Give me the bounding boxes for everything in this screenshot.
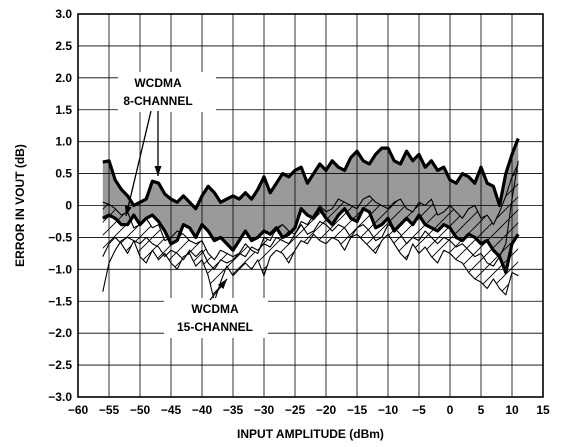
- x-tick-label: −60: [68, 403, 89, 417]
- y-tick-label: 3.0: [55, 7, 72, 21]
- y-tick-label: 2.0: [55, 71, 72, 85]
- y-tick-label: −1.5: [48, 294, 72, 308]
- annotation-arrows: [124, 110, 228, 301]
- y-tick-label: 0: [65, 199, 72, 213]
- arrowhead: [217, 279, 227, 289]
- y-tick-label: −2.0: [48, 326, 72, 340]
- plot-frame: [77, 13, 544, 398]
- y-tick-label: 0.5: [55, 167, 72, 181]
- x-tick-label: −10: [378, 403, 399, 417]
- x-tick-labels: −60 −55 −50 −45 −40 −35 −30 −25 −20 −15 −10 −5 0 5 10 1…: [68, 403, 550, 417]
- y-tick-label: −0.5: [48, 230, 72, 244]
- grid: [77, 13, 544, 398]
- annotations: WCDMA 8-CHANNEL WCDMA 15-CHANNEL: [118, 72, 268, 338]
- y-tick-label: 1.5: [55, 103, 72, 117]
- x-tick-label: −55: [99, 403, 120, 417]
- x-tick-label: −20: [316, 403, 337, 417]
- x-tick-label: −50: [130, 403, 151, 417]
- leader-line: [125, 110, 152, 217]
- x-tick-label: 15: [536, 403, 550, 417]
- annotation-15ch-line1: WCDMA: [191, 302, 239, 316]
- x-tick-label: −40: [192, 403, 213, 417]
- series-line-1: [102, 137, 520, 211]
- x-tick-label: −5: [412, 403, 426, 417]
- x-tick-label: −15: [347, 403, 368, 417]
- annotation-8ch-line1: WCDMA: [134, 76, 182, 90]
- x-tick-label: −45: [161, 403, 182, 417]
- y-tick-label: −1.0: [48, 262, 72, 276]
- annotation-8ch-line2: 8-CHANNEL: [123, 94, 192, 108]
- series-line-3: [102, 163, 519, 261]
- y-tick-label: −3.0: [48, 390, 72, 404]
- x-axis-label: INPUT AMPLITUDE (dBm): [237, 427, 384, 441]
- x-tick-label: 10: [505, 403, 519, 417]
- x-tick-label: 5: [478, 403, 485, 417]
- y-tick-label: 2.5: [55, 39, 72, 53]
- x-tick-label: −30: [254, 403, 275, 417]
- y-axis-label: ERROR IN VOUT (dB): [13, 144, 27, 267]
- x-tick-label: −35: [223, 403, 244, 417]
- x-tick-label: −25: [285, 403, 306, 417]
- annotation-15ch-line2: 15-CHANNEL: [177, 320, 253, 334]
- x-tick-label: 0: [447, 403, 454, 417]
- y-tick-labels: 3.0 2.5 2.0 1.5 1.0 0.5 0 −0.5 −1.0 −1.5 −2.0 −2.5 −…: [48, 7, 72, 404]
- series-lines: [102, 137, 520, 302]
- y-tick-label: 1.0: [55, 135, 72, 149]
- arrowhead: [154, 166, 162, 176]
- series-line-4: [102, 233, 519, 302]
- series-line-5: [102, 160, 519, 292]
- y-tick-label: −2.5: [48, 358, 72, 372]
- series-line-2: [102, 207, 520, 275]
- arrowhead: [124, 205, 132, 216]
